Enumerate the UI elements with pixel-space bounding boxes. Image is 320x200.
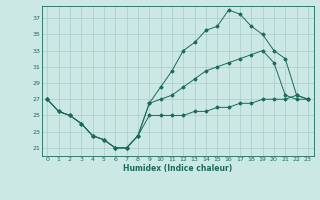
- X-axis label: Humidex (Indice chaleur): Humidex (Indice chaleur): [123, 164, 232, 173]
